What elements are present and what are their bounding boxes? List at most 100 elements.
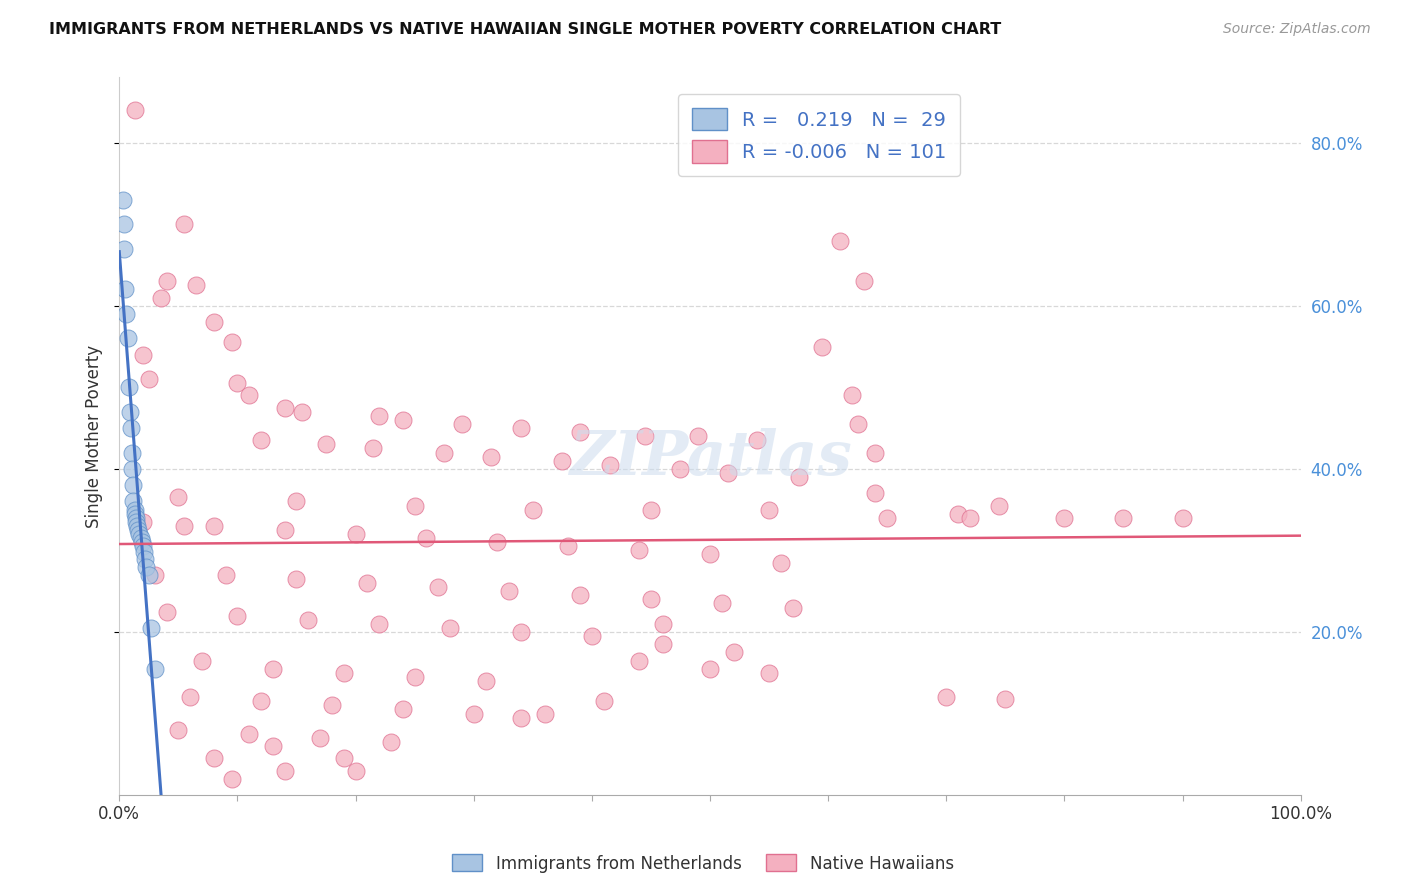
- Point: [688, 429, 710, 443]
- Point: [828, 234, 851, 248]
- Point: [651, 616, 673, 631]
- Point: [651, 637, 673, 651]
- Point: [127, 523, 149, 537]
- Point: [569, 425, 592, 440]
- Point: [112, 242, 135, 256]
- Point: [214, 567, 236, 582]
- Point: [758, 502, 780, 516]
- Point: [599, 458, 621, 472]
- Point: [557, 539, 579, 553]
- Point: [811, 340, 834, 354]
- Point: [640, 502, 662, 516]
- Point: [117, 331, 139, 345]
- Point: [273, 401, 295, 415]
- Point: [723, 645, 745, 659]
- Point: [250, 434, 273, 448]
- Point: [202, 315, 225, 329]
- Point: [510, 624, 533, 639]
- Point: [297, 613, 319, 627]
- Point: [238, 388, 260, 402]
- Point: [481, 450, 503, 464]
- Point: [285, 494, 308, 508]
- Point: [155, 274, 177, 288]
- Point: [959, 510, 981, 524]
- Point: [115, 307, 138, 321]
- Point: [173, 217, 195, 231]
- Point: [138, 567, 160, 582]
- Point: [131, 535, 153, 549]
- Point: [758, 665, 780, 680]
- Point: [510, 421, 533, 435]
- Point: [356, 576, 378, 591]
- Point: [122, 478, 145, 492]
- Point: [309, 731, 332, 745]
- Point: [118, 405, 141, 419]
- Point: [132, 348, 155, 362]
- Point: [221, 772, 243, 786]
- Point: [114, 283, 136, 297]
- Point: [202, 751, 225, 765]
- Point: [226, 608, 249, 623]
- Point: [167, 491, 190, 505]
- Y-axis label: Single Mother Poverty: Single Mother Poverty: [86, 344, 103, 528]
- Point: [522, 502, 544, 516]
- Point: [112, 217, 135, 231]
- Point: [415, 531, 437, 545]
- Point: [344, 764, 367, 778]
- Point: [191, 653, 214, 667]
- Point: [474, 673, 496, 688]
- Point: [143, 567, 166, 582]
- Point: [1112, 510, 1135, 524]
- Point: [841, 388, 863, 402]
- Point: [1053, 510, 1076, 524]
- Text: ZIPatlas: ZIPatlas: [568, 428, 852, 488]
- Point: [699, 548, 721, 562]
- Point: [404, 670, 426, 684]
- Point: [125, 510, 148, 524]
- Point: [121, 462, 143, 476]
- Point: [202, 519, 225, 533]
- Point: [273, 523, 295, 537]
- Point: [124, 103, 146, 117]
- Point: [184, 278, 207, 293]
- Point: [167, 723, 190, 737]
- Point: [291, 405, 314, 419]
- Point: [569, 588, 592, 602]
- Point: [368, 409, 391, 423]
- Point: [344, 527, 367, 541]
- Point: [486, 535, 509, 549]
- Point: [846, 417, 869, 431]
- Point: [533, 706, 555, 721]
- Point: [250, 694, 273, 708]
- Point: [852, 274, 875, 288]
- Point: [361, 442, 384, 456]
- Point: [717, 466, 740, 480]
- Point: [787, 470, 810, 484]
- Point: [273, 764, 295, 778]
- Point: [946, 507, 969, 521]
- Point: [404, 499, 426, 513]
- Point: [551, 453, 574, 467]
- Point: [994, 691, 1017, 706]
- Point: [988, 499, 1011, 513]
- Point: [463, 706, 485, 721]
- Point: [125, 519, 148, 533]
- Point: [391, 702, 413, 716]
- Point: [769, 556, 792, 570]
- Point: [285, 572, 308, 586]
- Point: [118, 380, 141, 394]
- Point: [173, 519, 195, 533]
- Point: [865, 486, 887, 500]
- Point: [155, 605, 177, 619]
- Point: [129, 531, 152, 545]
- Point: [747, 434, 769, 448]
- Point: [592, 694, 614, 708]
- Point: [124, 507, 146, 521]
- Point: [262, 662, 284, 676]
- Point: [427, 580, 450, 594]
- Point: [865, 445, 887, 459]
- Point: [128, 527, 150, 541]
- Point: [121, 445, 143, 459]
- Point: [321, 698, 343, 713]
- Point: [132, 539, 155, 553]
